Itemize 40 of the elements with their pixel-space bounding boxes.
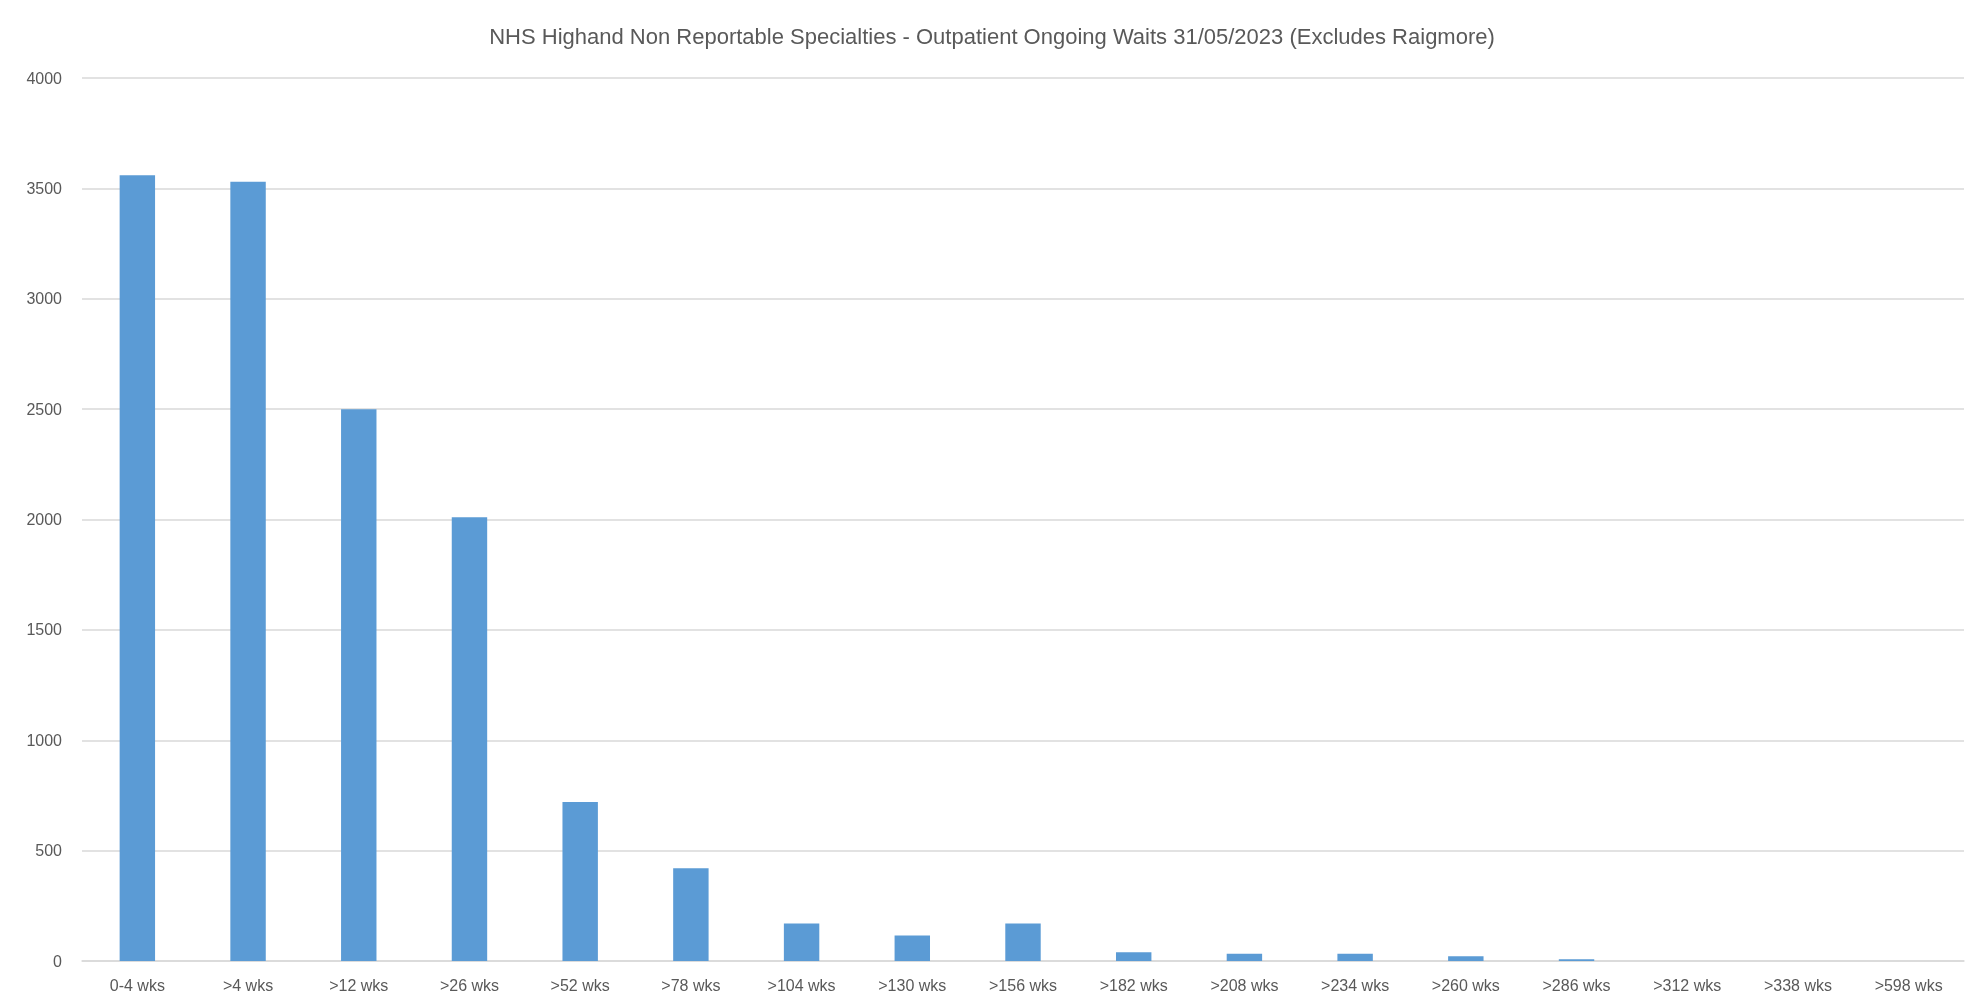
bar — [451, 517, 488, 961]
y-tick-label: 0 — [53, 952, 63, 970]
bar — [1448, 956, 1484, 961]
bar — [783, 923, 820, 961]
bar — [673, 868, 709, 961]
x-tick-label: >104 wks — [767, 976, 836, 994]
y-tick-label: 500 — [35, 842, 63, 860]
x-tick-label: >182 wks — [1099, 976, 1168, 994]
x-tick-label: >78 wks — [661, 976, 721, 994]
y-tick-label: 3500 — [26, 179, 63, 197]
x-tick-label: >4 wks — [222, 976, 274, 994]
y-tick-label: 2000 — [26, 511, 63, 528]
x-tick-label: >12 wks — [329, 976, 389, 994]
x-tick-label: >208 wks — [1210, 976, 1279, 994]
x-tick-label: >52 wks — [550, 976, 610, 994]
bar — [341, 409, 377, 961]
bar — [894, 935, 931, 961]
bar — [119, 175, 156, 961]
bar — [1337, 953, 1373, 961]
bar — [230, 181, 266, 961]
x-tick-label: >598 wks — [1874, 976, 1943, 994]
bar — [1005, 923, 1041, 961]
x-tick-label: >312 wks — [1653, 976, 1722, 994]
y-tick-label: 1000 — [26, 731, 63, 749]
y-tick-label: 1500 — [26, 621, 63, 639]
x-tick-label: >234 wks — [1321, 976, 1390, 994]
y-tick-label: 4000 — [26, 69, 63, 87]
y-tick-label: 3000 — [26, 290, 63, 308]
bar — [562, 802, 598, 961]
x-tick-label: >260 wks — [1431, 976, 1500, 994]
chart-title: NHS Highand Non Reportable Specialties - Outpatient Ongoing Waits 31/05/2023 (Excludes Raigmore) — [489, 23, 1495, 49]
x-tick-label: >338 wks — [1763, 976, 1832, 994]
x-tick-label: >26 wks — [439, 976, 500, 994]
x-tick-label: >130 wks — [878, 976, 947, 994]
bar — [1115, 952, 1152, 961]
x-tick-label: >156 wks — [988, 976, 1058, 994]
x-tick-label: 0-4 wks — [109, 976, 165, 994]
bar — [1226, 953, 1263, 961]
y-tick-label: 2500 — [26, 400, 63, 418]
x-tick-label: >286 wks — [1542, 976, 1611, 994]
